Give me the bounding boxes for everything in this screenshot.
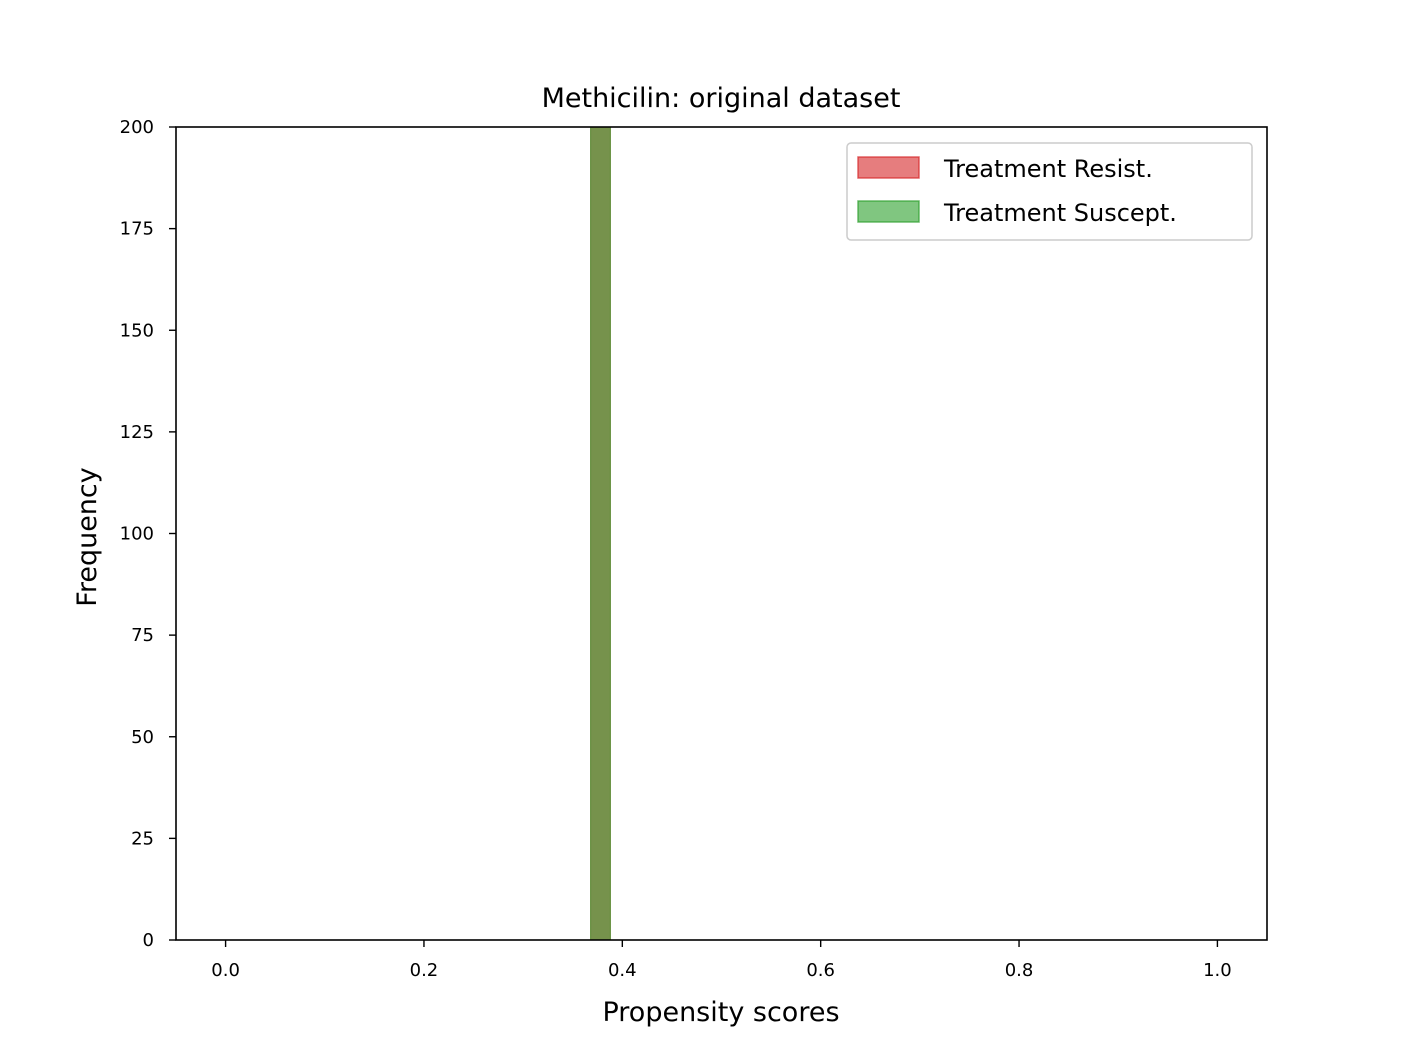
- y-tick-label: 200: [120, 117, 154, 138]
- y-axis-label: Frequency: [72, 467, 103, 607]
- x-tick-label: 1.0: [1203, 960, 1232, 981]
- y-tick-label: 75: [131, 625, 154, 646]
- x-axis: 0.0 0.2 0.4 0.6 0.8 1.0: [211, 940, 1232, 981]
- plot-area-frame: [175, 126, 1268, 941]
- x-tick-label: 0.0: [211, 960, 240, 981]
- y-axis: 0 25 50 75 100 125 150 175 200: [120, 117, 176, 951]
- histogram-bars: [590, 126, 611, 941]
- y-tick-label: 0: [143, 930, 154, 951]
- legend: Treatment Resist. Treatment Suscept.: [846, 142, 1253, 241]
- y-tick-label: 150: [120, 320, 154, 341]
- legend-box: [846, 142, 1253, 241]
- y-tick-label: 50: [131, 727, 154, 748]
- chart-title: Methicilin: original dataset: [542, 83, 901, 114]
- y-tick-label: 25: [131, 828, 154, 849]
- y-tick-label: 125: [120, 422, 154, 443]
- x-tick-label: 0.2: [410, 960, 439, 981]
- legend-label-resist: Treatment Resist.: [943, 155, 1153, 183]
- legend-swatch-suscept: [857, 200, 920, 223]
- y-tick-label: 175: [120, 219, 154, 240]
- x-axis-label: Propensity scores: [602, 997, 839, 1028]
- legend-swatch-resist: [857, 156, 920, 179]
- x-tick-label: 0.4: [608, 960, 637, 981]
- legend-label-suscept: Treatment Suscept.: [943, 199, 1177, 227]
- y-tick-label: 100: [120, 524, 154, 545]
- x-tick-label: 0.8: [1005, 960, 1034, 981]
- x-tick-label: 0.6: [806, 960, 835, 981]
- histogram-bar-suscept: [590, 126, 611, 941]
